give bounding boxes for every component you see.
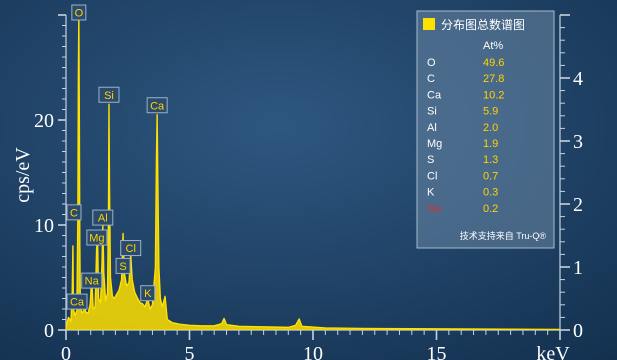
peak-label: C [66,204,82,221]
legend-swatch [423,18,435,30]
axis-text: 0 10 20 0 1 2 3 4 0 5 10 15 cps/eV keV [12,68,583,360]
peak-label-text: C [70,207,78,219]
peak-label-box [115,257,131,274]
peak-label-text: Ca [70,297,85,309]
peak-label: Al [92,209,114,226]
peak-label: Si [98,86,120,103]
legend-panel [416,10,555,249]
legend-element: Na [427,203,442,215]
legend-value: 0.7 [483,170,498,182]
peak-label: Ca [146,97,168,114]
legend-element: Ca [427,89,442,101]
peak-label-text: Mg [89,233,104,245]
legend-value: 5.9 [483,106,498,118]
peak-label-text: K [144,288,152,300]
x-axis-label: keV [536,343,570,360]
y-tick-label: 0 [44,320,54,342]
peak-label-box [98,86,120,103]
legend-title: 分布图总数谱图 [441,17,525,32]
peak-label-text: Cl [126,243,136,255]
y2-tick-label: 3 [573,131,583,153]
legend-row: Ca 10.2 [427,89,504,101]
legend-value: 0.3 [483,187,498,199]
legend-row: K 0.3 [427,187,498,199]
legend-footer: 技术支持来自 Tru-Q® [460,230,547,241]
y-axis-label: cps/eV [12,147,34,203]
legend-value: 27.8 [483,73,504,85]
legend-value: 1.9 [483,138,498,150]
legend-value: 1.3 [483,154,498,166]
legend-element: K [427,187,435,199]
y2-tick-label: 0 [573,320,583,342]
peak-label-text: Al [98,213,108,225]
peak-label-text: S [119,261,126,273]
y2-tick-label: 2 [573,194,583,216]
spectrum-area [66,15,560,330]
legend-element: S [427,154,434,166]
x-tick-label: 10 [303,343,323,360]
peak-label-box [92,209,114,226]
legend-row: S 1.3 [427,154,498,166]
peak-label: Na [81,272,103,289]
peak-label: Cl [120,240,142,257]
legend-row: Cl 0.7 [427,170,498,182]
legend-row: Na 0.2 [427,203,498,215]
legend-row: Si 5.9 [427,106,498,118]
legend-row: Al 2.0 [427,122,498,134]
legend-element: Al [427,122,437,134]
y2-tick-label: 1 [573,257,583,279]
peak-label: Mg [86,229,108,246]
peak-label-box [66,204,82,221]
peak-label-box [140,285,156,302]
peak-label-box [66,293,88,310]
peak-label-text: Si [104,90,114,102]
legend-row: C 27.8 [427,73,504,85]
legend-value: 49.6 [483,57,504,69]
peak-label-text: Na [85,276,100,288]
legend-row: O 49.6 [427,57,504,69]
legend-value: 0.2 [483,203,498,215]
legend-row: Mg 1.9 [427,138,498,150]
y-tick-label: 10 [34,215,54,237]
peak-label-box [120,240,142,257]
peak-label: K [140,285,156,302]
x-tick-label: 0 [61,343,71,360]
legend-element: Si [427,106,437,118]
peak-label-text: O [75,8,84,20]
peak-label-box [86,229,108,246]
peak-labels: O Si Ca C Al Mg ClS Na K Ca [66,4,168,310]
y2-tick-label: 4 [573,68,583,90]
legend-element: C [427,73,435,85]
x-tick-label: 5 [185,343,195,360]
y-tick-label: 20 [34,110,54,132]
legend-element: Mg [427,138,442,150]
peak-label-box [146,97,168,114]
legend-value: 10.2 [483,89,504,101]
legend: 分布图总数谱图 At% O 49.6 C 27.8 Ca 10.2 Si 5.9 Al 2.0 Mg 1.… [416,10,555,249]
legend-element: O [427,57,436,69]
peak-label: Ca [66,293,88,310]
peak-label: S [115,257,131,274]
legend-column-header: At% [483,40,503,52]
peak-label: O [71,4,87,21]
peak-label-text: Ca [150,100,165,112]
peak-label-box [81,272,103,289]
peak-label-box [71,4,87,21]
legend-element: Cl [427,170,437,182]
legend-value: 2.0 [483,122,498,134]
x-tick-label: 15 [427,343,447,360]
